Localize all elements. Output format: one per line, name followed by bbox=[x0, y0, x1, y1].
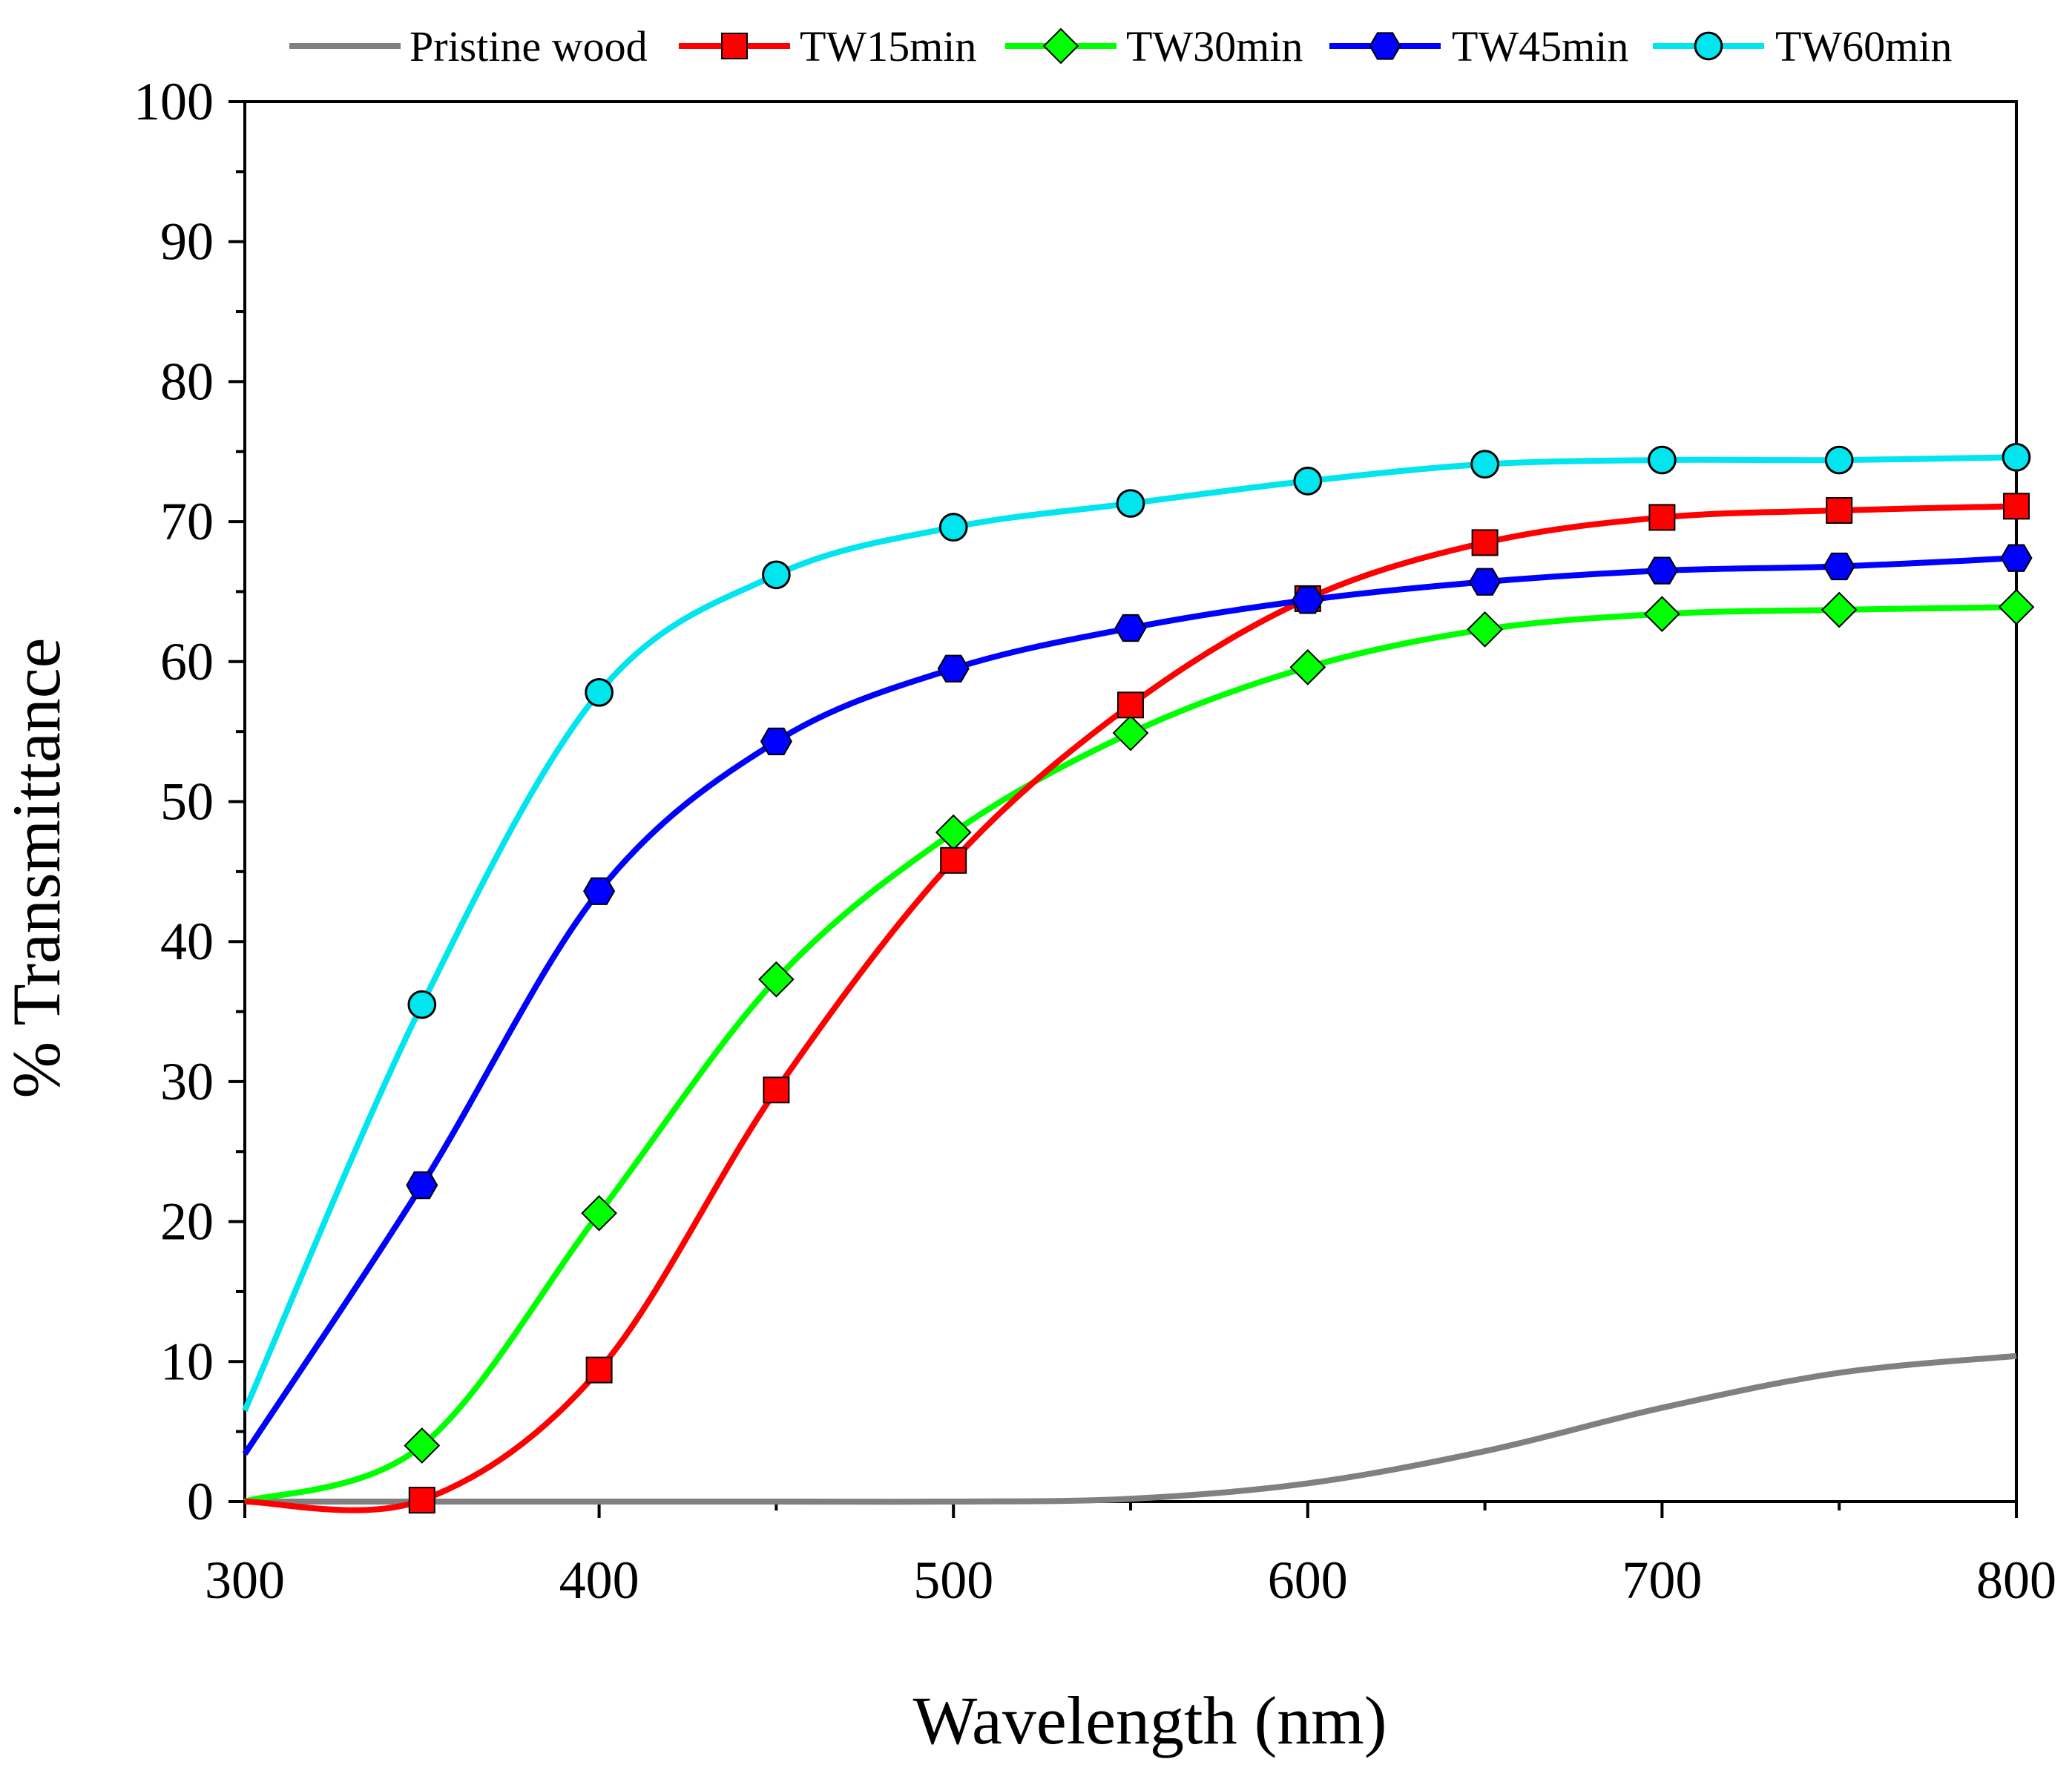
legend-item-tw45min: TW45min bbox=[1329, 22, 1628, 70]
data-point-tw15min bbox=[2003, 493, 2030, 520]
legend-label-tw45min: TW45min bbox=[1452, 22, 1628, 70]
series-layer bbox=[242, 442, 2035, 1514]
y-tick-label: 10 bbox=[160, 1332, 214, 1391]
series-line-tw30min bbox=[243, 604, 2017, 1505]
data-point-tw45min bbox=[1292, 586, 1324, 614]
series-line-pristine-wood bbox=[245, 1352, 2017, 1505]
data-point-tw60min bbox=[762, 560, 791, 590]
data-point-tw15min bbox=[1648, 504, 1676, 531]
data-point-tw15min bbox=[585, 1356, 613, 1384]
y-tick-label: 50 bbox=[160, 772, 214, 832]
legend-marker-tw45min bbox=[1369, 32, 1401, 60]
legend-marker-tw30min bbox=[1042, 27, 1079, 65]
y-axis-title: % Transmittance bbox=[0, 638, 74, 1099]
series-pristine-wood bbox=[245, 1352, 2017, 1505]
data-point-tw30min bbox=[758, 961, 795, 998]
data-point-tw30min bbox=[404, 1427, 441, 1464]
data-point-tw15min bbox=[408, 1487, 435, 1514]
legend-label-tw15min: TW15min bbox=[800, 22, 976, 70]
x-tick-label: 800 bbox=[1976, 1551, 2056, 1610]
series-line-tw45min bbox=[242, 555, 2017, 1456]
data-point-tw45min bbox=[1645, 556, 1678, 585]
data-point-tw45min bbox=[2000, 544, 2033, 572]
legend-label-tw30min: TW30min bbox=[1126, 22, 1303, 70]
y-tick-label: 100 bbox=[134, 72, 214, 131]
y-tick-label: 20 bbox=[160, 1192, 214, 1252]
x-tick-label: 500 bbox=[913, 1551, 993, 1610]
data-point-tw30min bbox=[1644, 596, 1680, 633]
data-point-tw15min bbox=[940, 846, 967, 874]
data-point-tw30min bbox=[1821, 591, 1858, 628]
data-point-tw45min bbox=[1823, 552, 1855, 581]
y-tick-label: 70 bbox=[160, 492, 214, 551]
y-tick-label: 40 bbox=[160, 912, 214, 971]
data-point-tw60min bbox=[1116, 489, 1145, 518]
data-point-tw60min bbox=[585, 677, 614, 707]
legend-item-tw60min: TW60min bbox=[1653, 22, 1952, 70]
data-point-tw60min bbox=[1824, 445, 1854, 475]
x-axis-title: Wavelength (nm) bbox=[913, 1683, 1387, 1758]
data-point-tw30min bbox=[1289, 648, 1326, 685]
data-point-tw45min bbox=[937, 654, 970, 683]
data-point-tw15min bbox=[1826, 497, 1853, 525]
axis-ticks: 300 400 500 600 700 800 0 10 20 30 40 50 60 70 80 90 100 bbox=[134, 72, 2056, 1610]
x-tick-label: 600 bbox=[1268, 1551, 1348, 1610]
data-point-tw60min bbox=[2002, 442, 2031, 472]
legend: Pristine wood TW15min TW30min TW45min TW60mi… bbox=[289, 22, 1952, 70]
x-tick-label: 300 bbox=[205, 1551, 285, 1610]
data-point-tw45min bbox=[406, 1171, 438, 1200]
data-point-tw45min bbox=[1469, 568, 1502, 596]
series-tw30min bbox=[243, 588, 2035, 1505]
y-tick-label: 80 bbox=[160, 352, 214, 411]
y-tick-label: 0 bbox=[187, 1472, 214, 1531]
series-tw15min bbox=[244, 493, 2030, 1514]
series-tw60min bbox=[242, 442, 2031, 1412]
legend-marker-tw15min bbox=[721, 33, 748, 59]
series-line-tw60min bbox=[242, 454, 2017, 1412]
data-point-tw60min bbox=[1648, 445, 1677, 475]
series-tw45min bbox=[242, 544, 2033, 1456]
data-point-tw30min bbox=[581, 1194, 617, 1232]
legend-item-tw15min: TW15min bbox=[679, 22, 976, 70]
series-line-tw15min bbox=[244, 503, 2017, 1513]
legend-item-pristine-wood: Pristine wood bbox=[289, 22, 648, 70]
legend-item-tw30min: TW30min bbox=[1005, 22, 1303, 70]
data-point-tw45min bbox=[1114, 614, 1147, 642]
data-point-tw60min bbox=[407, 990, 437, 1019]
data-point-tw30min bbox=[1998, 588, 2035, 625]
legend-label-pristine-wood: Pristine wood bbox=[410, 22, 648, 70]
data-point-tw45min bbox=[760, 727, 792, 756]
y-tick-label: 90 bbox=[160, 212, 214, 272]
data-point-tw30min bbox=[1112, 714, 1149, 752]
data-point-tw60min bbox=[938, 513, 968, 542]
data-point-tw60min bbox=[1293, 467, 1323, 496]
data-point-tw15min bbox=[763, 1076, 790, 1104]
data-point-tw60min bbox=[1470, 450, 1499, 479]
legend-marker-tw60min bbox=[1694, 31, 1723, 61]
legend-label-tw60min: TW60min bbox=[1775, 22, 1952, 70]
data-point-tw15min bbox=[1471, 529, 1499, 556]
y-tick-label: 30 bbox=[160, 1052, 214, 1111]
y-tick-label: 60 bbox=[160, 632, 214, 691]
data-point-tw15min bbox=[1117, 691, 1144, 719]
data-point-tw30min bbox=[1467, 611, 1503, 648]
x-tick-label: 700 bbox=[1622, 1551, 1702, 1610]
x-tick-label: 400 bbox=[559, 1551, 639, 1610]
data-point-tw45min bbox=[583, 877, 616, 905]
